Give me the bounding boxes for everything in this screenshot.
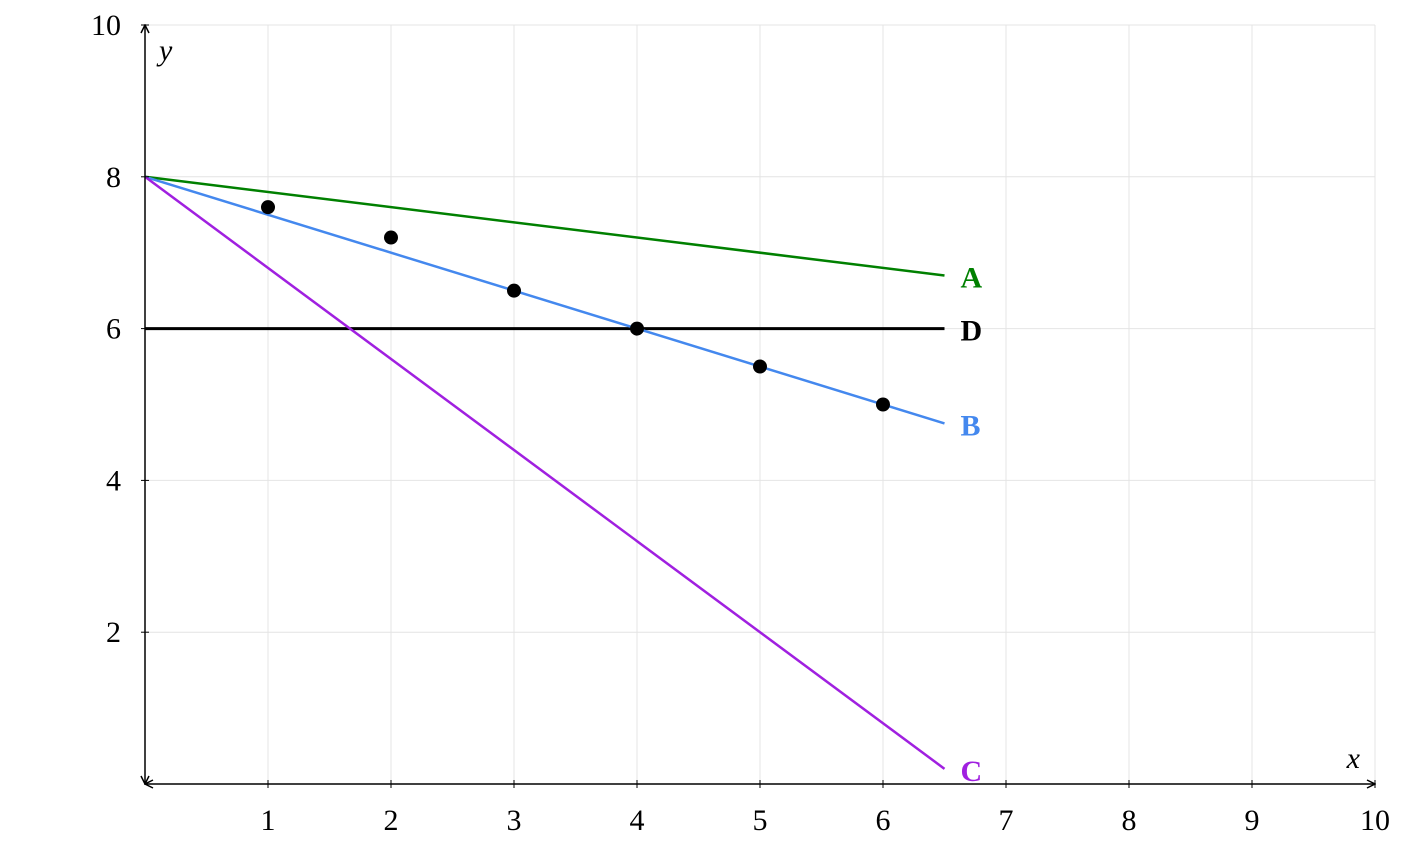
y-tick-label: 6 bbox=[106, 313, 121, 346]
y-tick-label: 10 bbox=[91, 9, 121, 42]
data-point bbox=[876, 397, 890, 412]
plot: AD B C bbox=[144, 175, 983, 788]
x-tick-label: 1 bbox=[261, 804, 276, 837]
y-tick-label: 2 bbox=[106, 616, 121, 649]
x-tick-label: 9 bbox=[1245, 804, 1260, 837]
x-axis-label: x bbox=[1346, 742, 1361, 775]
y-tick-label: 8 bbox=[106, 161, 121, 194]
x-tick-label: 2 bbox=[384, 804, 399, 837]
series-label: B bbox=[961, 409, 981, 442]
y-axis-label: y bbox=[156, 34, 173, 67]
data-point bbox=[630, 321, 644, 336]
x-tick-label: 10 bbox=[1360, 804, 1390, 837]
data-point bbox=[753, 359, 767, 374]
data-point bbox=[507, 283, 521, 298]
y-tick-label: 4 bbox=[106, 464, 121, 497]
data-point bbox=[261, 200, 275, 215]
x-tick-label: 6 bbox=[876, 804, 891, 837]
x-tick-label: 7 bbox=[999, 804, 1014, 837]
series-line bbox=[144, 175, 945, 425]
series-line bbox=[144, 175, 945, 277]
x-tick-label: 8 bbox=[1122, 804, 1137, 837]
series-label: A bbox=[961, 261, 983, 294]
data-point bbox=[384, 230, 398, 245]
x-tick-label: 5 bbox=[753, 804, 768, 837]
series-label: D bbox=[961, 315, 983, 348]
x-tick-label: 4 bbox=[630, 804, 645, 837]
series-label: C bbox=[961, 755, 983, 788]
grid bbox=[145, 24, 1376, 784]
series-line bbox=[144, 175, 946, 770]
x-tick-label: 3 bbox=[507, 804, 522, 837]
